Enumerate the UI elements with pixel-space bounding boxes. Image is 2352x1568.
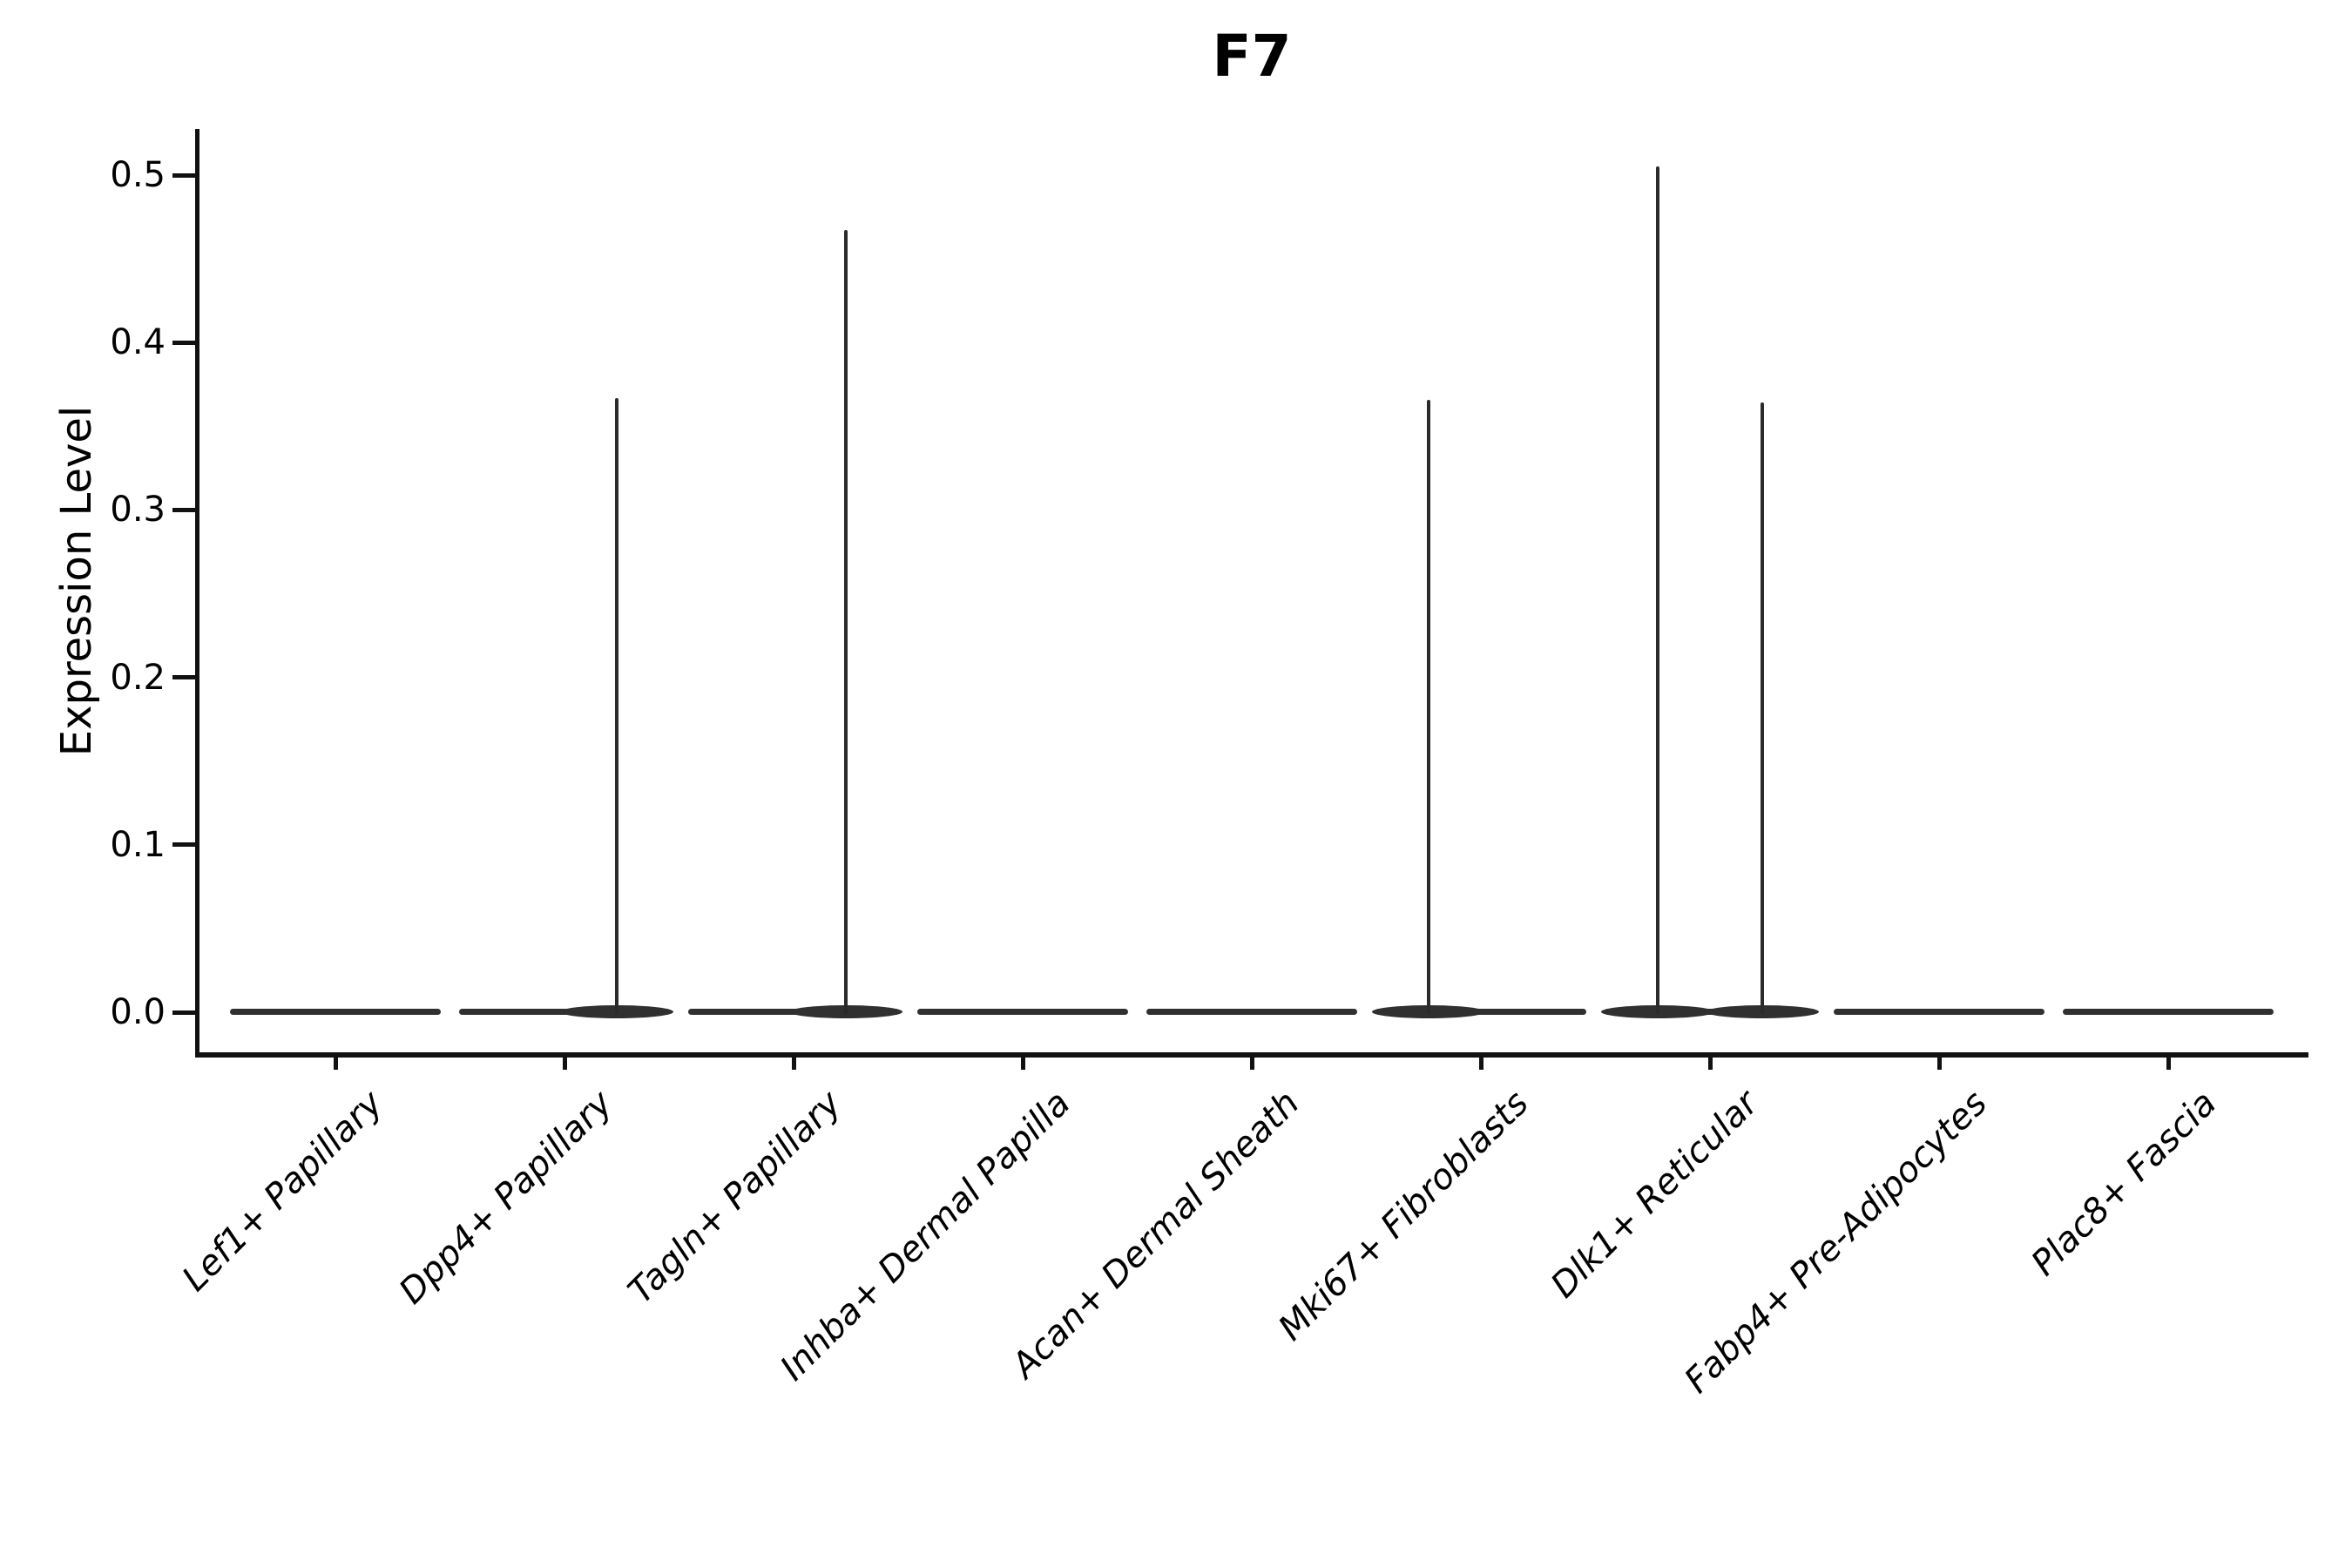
x-tick-mark: [1249, 1058, 1254, 1070]
violin-body: [1146, 1009, 1357, 1015]
x-tick-mark: [333, 1058, 338, 1070]
x-tick-label: Mki67+ Fibroblasts: [1271, 1083, 1537, 1348]
x-tick-label: Dlk1+ Reticular: [1543, 1083, 1766, 1306]
chart-title: F7: [1212, 23, 1292, 90]
y-tick-label: 0.5: [110, 155, 166, 195]
violin-body: [1834, 1009, 2044, 1015]
y-tick-label: 0.1: [110, 824, 166, 865]
x-tick-mark: [791, 1058, 796, 1070]
x-axis-spine: [195, 1052, 2308, 1058]
y-tick-mark: [172, 675, 195, 680]
x-tick-label: Lef1+ Papillary: [174, 1083, 391, 1300]
violin-spike: [1656, 166, 1660, 1015]
y-axis-spine: [195, 129, 199, 1058]
x-tick-mark: [1707, 1058, 1713, 1070]
x-tick-label: Tagln+ Papillary: [620, 1083, 849, 1312]
y-tick-mark: [172, 340, 195, 345]
x-tick-mark: [1936, 1058, 1942, 1070]
y-tick-mark: [172, 507, 195, 512]
violin-body: [917, 1009, 1128, 1015]
x-tick-label: Dpp4+ Papillary: [391, 1083, 620, 1312]
x-tick-label: Plac8+ Fascia: [2023, 1083, 2224, 1284]
y-tick-label: 0.4: [110, 322, 166, 363]
y-tick-label: 0.3: [110, 490, 166, 531]
y-tick-label: 0.0: [110, 992, 166, 1032]
violin-spike: [843, 230, 848, 1015]
y-tick-mark: [172, 1010, 195, 1015]
x-tick-mark: [1478, 1058, 1484, 1070]
y-axis-label: Expression Level: [52, 405, 101, 757]
violin-body: [2063, 1009, 2274, 1015]
y-tick-mark: [172, 842, 195, 848]
y-tick-mark: [172, 172, 195, 178]
violin-spike: [614, 397, 618, 1015]
x-tick-mark: [2166, 1058, 2171, 1070]
x-tick-mark: [1020, 1058, 1025, 1070]
violin-body: [230, 1009, 441, 1015]
y-tick-label: 0.2: [110, 657, 166, 698]
violin-spike: [1427, 399, 1431, 1015]
x-tick-mark: [562, 1058, 567, 1070]
violin-spike: [1760, 402, 1764, 1015]
